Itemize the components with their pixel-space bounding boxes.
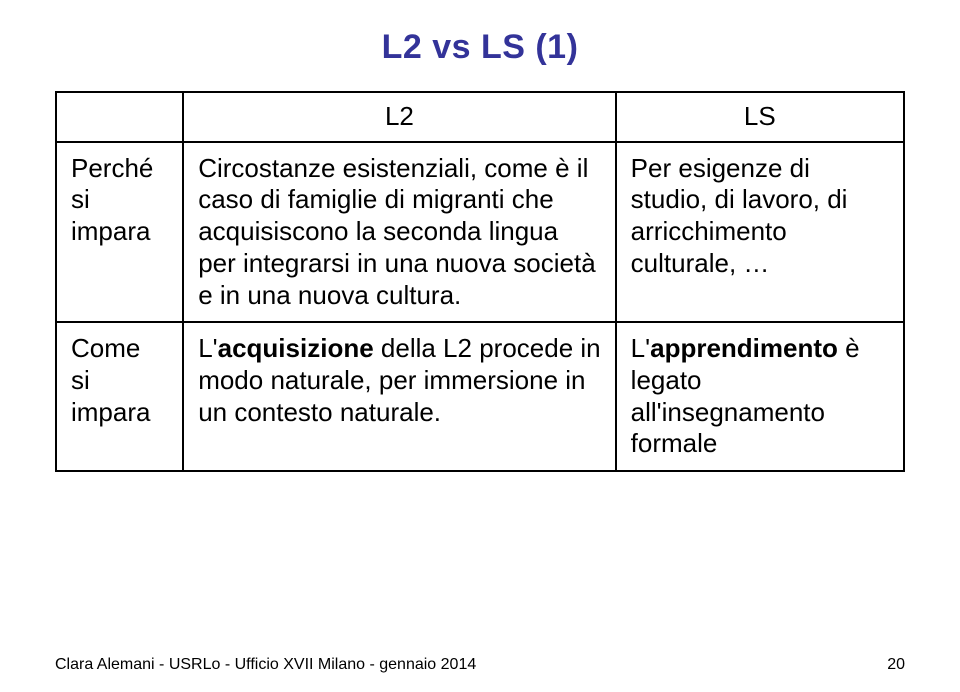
cell-how-ls-bold: apprendimento [650,333,838,363]
row-why-label: Perché si impara [56,142,183,323]
header-blank [56,92,183,142]
slide-footer: Clara Alemani - USRLo - Ufficio XVII Mil… [0,656,960,674]
comparison-table: L2 LS Perché si impara Circostanze esist… [55,91,905,472]
footer-page-number: 20 [887,656,905,674]
row-why-label-l3: impara [71,216,150,246]
cell-why-ls: Per esigenze di studio, di lavoro, di ar… [616,142,904,323]
slide-title: L2 vs LS (1) [55,28,905,67]
cell-why-l2: Circostanze esistenziali, come è il caso… [183,142,615,323]
cell-how-l2-pre: L' [198,333,217,363]
row-how-label-l1: Come [71,333,140,363]
header-l2: L2 [183,92,615,142]
cell-how-ls-pre: L' [631,333,650,363]
row-how-label-l2: si [71,365,90,395]
row-how: Come si impara L'acquisizione della L2 p… [56,322,904,471]
row-why: Perché si impara Circostanze esistenzial… [56,142,904,323]
footer-credit: Clara Alemani - USRLo - Ufficio XVII Mil… [55,656,476,674]
cell-how-ls: L'apprendimento è legato all'insegnament… [616,322,904,471]
row-how-label-l3: impara [71,397,150,427]
slide: L2 vs LS (1) L2 LS Perché si impara Circ… [0,0,960,692]
row-why-label-l2: si [71,184,90,214]
cell-how-l2: L'acquisizione della L2 procede in modo … [183,322,615,471]
row-why-label-l1: Perché [71,153,153,183]
cell-how-l2-bold: acquisizione [218,333,374,363]
table-header-row: L2 LS [56,92,904,142]
header-ls: LS [616,92,904,142]
row-how-label: Come si impara [56,322,183,471]
